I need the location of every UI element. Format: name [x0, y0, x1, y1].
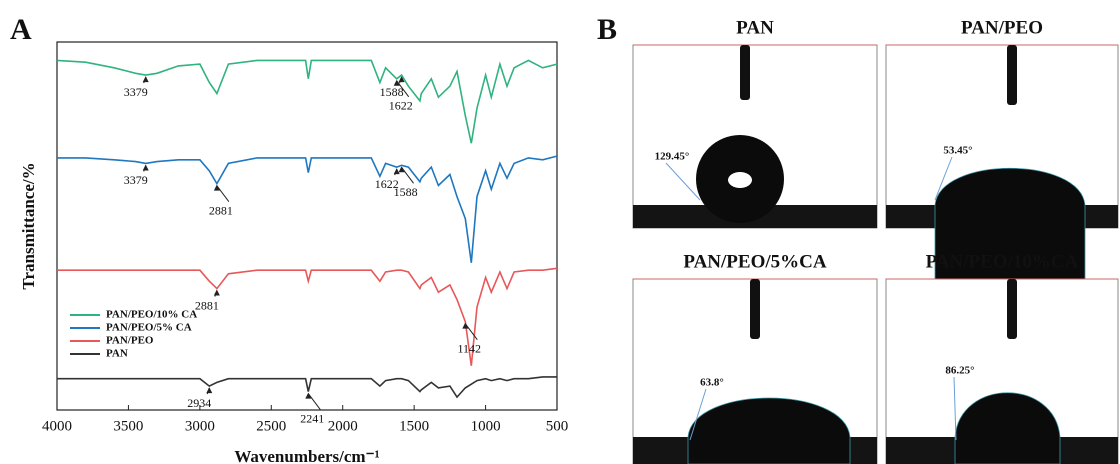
plot-frame	[56, 41, 558, 411]
peak-label: 1588	[394, 185, 418, 199]
legend-label: PAN/PEO/10% CA	[106, 309, 197, 321]
contact-angle: 129.45°	[655, 151, 690, 163]
angle-line	[934, 156, 953, 201]
x-tick-label: 1500	[399, 418, 429, 434]
peak-arrow	[216, 185, 230, 202]
spectrum-line	[57, 267, 558, 366]
x-tick-label: 1000	[471, 418, 501, 434]
peak-label: 2881	[209, 203, 233, 217]
x-tick-label: 500	[546, 418, 569, 434]
peak-arrowhead	[305, 392, 312, 399]
y-axis-label: Transmittance/%	[19, 162, 38, 289]
angle-line	[689, 388, 707, 441]
legend-label: PAN/PEO	[106, 335, 154, 347]
peak-arrowhead	[213, 184, 220, 191]
peak-label: 2881	[195, 298, 219, 312]
x-tick-label: 3000	[185, 418, 215, 434]
contact-angle: 86.25°	[945, 365, 974, 377]
peak-arrow	[307, 393, 321, 410]
spectrum-line	[57, 155, 558, 263]
x-tick-label: 3500	[113, 418, 143, 434]
legend-label: PAN/PEO/5% CA	[106, 322, 192, 334]
peak-label: 2934	[187, 396, 211, 410]
legend-label: PAN	[106, 348, 128, 360]
needle	[1007, 279, 1017, 339]
spectrum-line	[56, 59, 558, 144]
panel-label: B	[597, 13, 617, 46]
peak-arrowhead	[462, 322, 469, 329]
peak-arrowhead	[398, 76, 405, 83]
peak-arrow	[401, 166, 414, 184]
peak-arrow	[464, 323, 478, 340]
peak-label: 1622	[389, 99, 413, 113]
droplet	[954, 392, 1061, 464]
contact-angle: 63.8°	[700, 377, 724, 389]
photo-title: PAN/PEO/5%CA	[683, 251, 826, 272]
peak-arrow	[396, 80, 410, 98]
contact-angle: 53.45°	[943, 145, 972, 157]
photo-title: PAN/PEO	[961, 17, 1043, 38]
peak-arrowhead	[213, 289, 220, 296]
x-tick-label: 4000	[42, 418, 72, 434]
peak-arrowhead	[142, 76, 149, 83]
peak-arrowhead	[393, 79, 400, 86]
peak-label: 1588	[380, 85, 404, 99]
spectrum-line	[57, 376, 557, 399]
peak-arrowhead	[206, 387, 213, 394]
panel-label: A	[10, 13, 32, 46]
x-axis-label: Wavenumbers/cm⁻¹	[234, 447, 379, 464]
needle	[1007, 45, 1017, 105]
x-tick-label: 2500	[256, 418, 286, 434]
droplet-highlight	[728, 172, 752, 188]
peak-arrowhead	[393, 168, 400, 175]
peak-arrowhead	[142, 164, 149, 171]
photo-title: PAN/PEO/10%CA	[926, 251, 1079, 272]
peak-label: 3379	[124, 173, 148, 187]
droplet	[687, 397, 851, 464]
peak-label: 1142	[458, 341, 482, 355]
peak-label: 3379	[124, 85, 148, 99]
peak-label: 1622	[375, 177, 399, 191]
angle-line	[665, 162, 701, 201]
peak-arrowhead	[398, 166, 405, 173]
peak-label: 2241	[300, 411, 324, 425]
angle-line	[953, 376, 957, 441]
needle	[740, 45, 750, 100]
needle	[750, 279, 760, 339]
photo-title: PAN	[736, 17, 774, 38]
x-tick-label: 2000	[328, 418, 358, 434]
